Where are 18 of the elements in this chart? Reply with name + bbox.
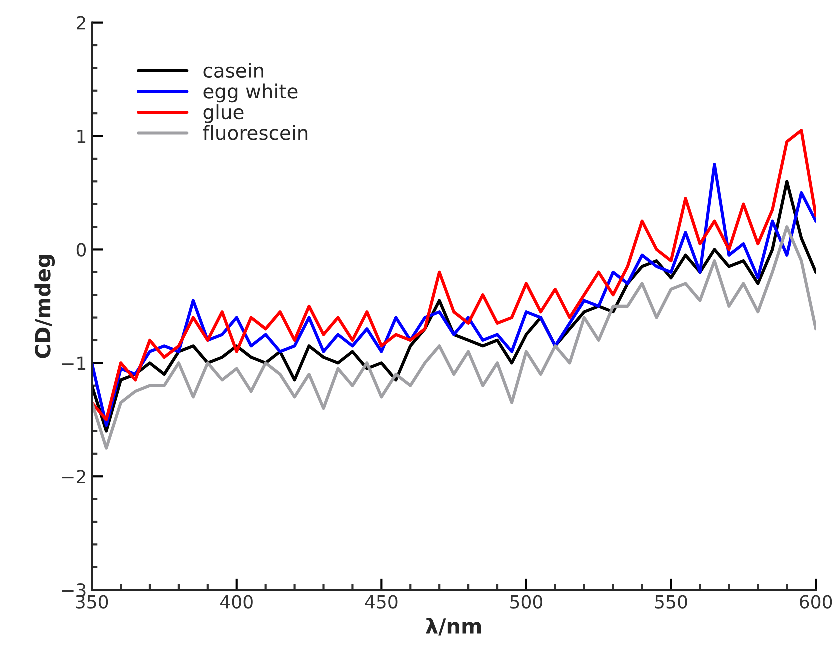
legend-label: casein xyxy=(204,63,264,78)
y-tick-label: −2 xyxy=(62,470,86,484)
legend-label: egg white xyxy=(204,84,298,103)
x-tick-label: 500 xyxy=(510,595,543,609)
x-tick-label: 400 xyxy=(220,595,253,609)
y-tick-label: 2 xyxy=(77,16,86,30)
line-series xyxy=(92,225,816,450)
x-tick-label: 350 xyxy=(76,595,108,609)
x-tick-label: 600 xyxy=(800,595,832,609)
legend-label: glue xyxy=(204,104,244,124)
y-tick-label: 1 xyxy=(78,130,86,144)
x-tick-label: 450 xyxy=(365,595,398,609)
y-axis-title: CD/mdeg xyxy=(34,255,56,358)
legend-label: fluorescein xyxy=(203,125,308,140)
y-tick-label: 0 xyxy=(76,243,86,257)
y-tick-label: −1 xyxy=(62,356,86,370)
x-axis-title: λ/nm xyxy=(426,618,482,636)
x-tick-label: 550 xyxy=(655,595,688,609)
